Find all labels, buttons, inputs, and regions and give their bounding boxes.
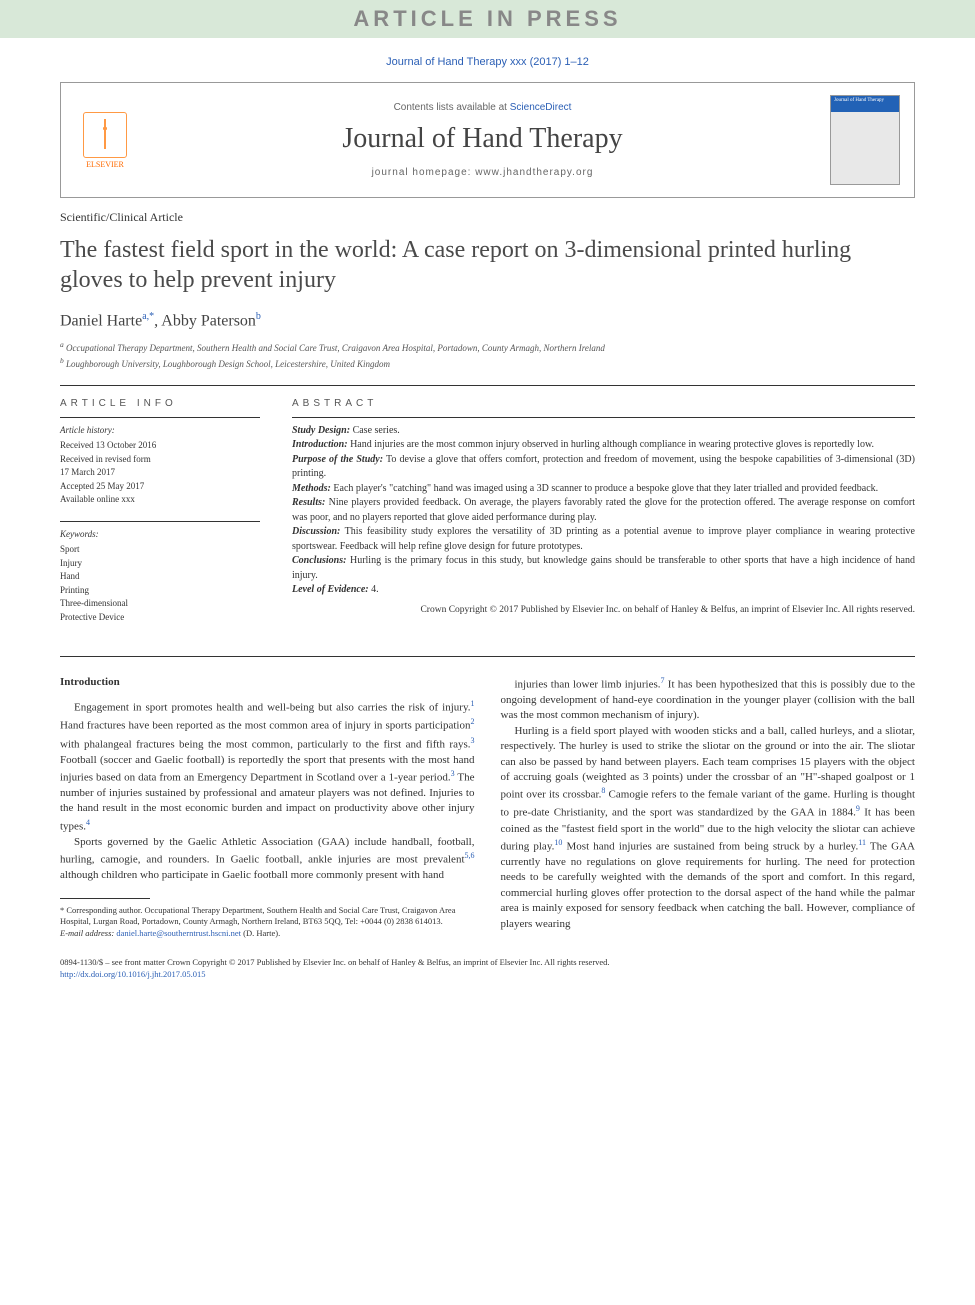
body-paragraph: Hurling is a field sport played with woo… [501, 724, 916, 932]
abstract-section-label: Discussion: [292, 526, 340, 537]
sciencedirect-link[interactable]: ScienceDirect [510, 102, 572, 113]
journal-ref-link[interactable]: Journal of Hand Therapy xxx (2017) 1–12 [386, 56, 589, 68]
affiliations: a Occupational Therapy Department, South… [60, 340, 915, 370]
keywords-label: Keywords: [60, 528, 260, 542]
citation-ref[interactable]: 10 [554, 838, 562, 847]
introduction-heading: Introduction [60, 675, 475, 690]
in-press-banner: ARTICLE IN PRESS [0, 0, 975, 38]
affiliation-line: b Loughborough University, Loughborough … [60, 356, 915, 371]
email-suffix: (D. Harte). [241, 928, 280, 938]
elsevier-label: ELSEVIER [86, 160, 124, 169]
journal-header-box: ELSEVIER Contents lists available at Sci… [60, 82, 915, 198]
homepage-line: journal homepage: www.jhandtherapy.org [149, 167, 816, 178]
abstract-section-text: Hurling is the primary focus in this stu… [292, 555, 915, 581]
abstract-column: ABSTRACT Study Design: Case series.Intro… [292, 398, 915, 639]
article-title: The fastest field sport in the world: A … [60, 235, 915, 295]
history-line: Available online xxx [60, 493, 260, 507]
abstract-section-text: Hand injuries are the most common injury… [348, 439, 874, 450]
cover-title: Journal of Hand Therapy [834, 98, 884, 104]
keyword-item: Injury [60, 557, 260, 571]
contents-available-line: Contents lists available at ScienceDirec… [149, 102, 816, 113]
citation-ref[interactable]: 7 [661, 676, 665, 685]
abstract-section-text: Each player's "catching" hand was imaged… [331, 483, 878, 494]
email-label: E-mail address: [60, 928, 114, 938]
abstract-heading: ABSTRACT [292, 398, 915, 409]
body-paragraph: injuries than lower limb injuries.7 It h… [501, 675, 916, 724]
keyword-item: Three-dimensional [60, 597, 260, 611]
citation-ref[interactable]: 4 [86, 818, 90, 827]
abstract-section-text: Case series. [350, 425, 400, 436]
keyword-item: Printing [60, 584, 260, 598]
abstract-section-text: Nine players provided feedback. On avera… [292, 497, 915, 523]
contents-prefix: Contents lists available at [394, 102, 510, 113]
history-line: Received in revised form [60, 453, 260, 467]
history-line: Received 13 October 2016 [60, 439, 260, 453]
body-columns: Introduction Engagement in sport promote… [60, 675, 915, 939]
citation-ref[interactable]: 3 [451, 769, 455, 778]
citation-ref[interactable]: 8 [601, 786, 605, 795]
abstract-section-label: Methods: [292, 483, 331, 494]
citation-ref[interactable]: 2 [471, 717, 475, 726]
keyword-item: Hand [60, 570, 260, 584]
body-paragraph: Engagement in sport promotes health and … [60, 698, 475, 834]
abstract-copyright: Crown Copyright © 2017 Published by Else… [292, 604, 915, 617]
journal-cover-thumbnail: Journal of Hand Therapy [830, 95, 900, 185]
homepage-url[interactable]: www.jhandtherapy.org [475, 167, 593, 178]
abstract-section-text: This feasibility study explores the vers… [292, 526, 915, 552]
header-center: Contents lists available at ScienceDirec… [149, 102, 816, 178]
affiliation-line: a Occupational Therapy Department, South… [60, 340, 915, 355]
abstract-section-label: Study Design: [292, 425, 350, 436]
keyword-item: Protective Device [60, 611, 260, 625]
author-name: Daniel Harte [60, 312, 142, 329]
divider [60, 385, 915, 386]
keyword-item: Sport [60, 543, 260, 557]
author-affil-sup: b [256, 311, 261, 322]
body-paragraph: Sports governed by the Gaelic Athletic A… [60, 835, 475, 884]
abstract-section-label: Purpose of the Study: [292, 454, 383, 465]
abstract-section-label: Conclusions: [292, 555, 346, 566]
footer-metadata: 0894-1130/$ – see front matter Crown Cop… [60, 957, 915, 981]
divider [60, 656, 915, 657]
abstract-section-label: Results: [292, 497, 325, 508]
history-label: Article history: [60, 424, 260, 438]
article-info-column: ARTICLE INFO Article history: Received 1… [60, 398, 260, 639]
article-history-block: Article history: Received 13 October 201… [60, 417, 260, 507]
history-line: 17 March 2017 [60, 466, 260, 480]
citation-ref[interactable]: 11 [858, 838, 866, 847]
keywords-block: Keywords: SportInjuryHandPrintingThree-d… [60, 521, 260, 625]
elsevier-logo: ELSEVIER [75, 105, 135, 175]
citation-ref[interactable]: 5,6 [465, 851, 475, 860]
footnotes: * Corresponding author. Occupational The… [60, 905, 475, 939]
footer-copyright: 0894-1130/$ – see front matter Crown Cop… [60, 957, 915, 969]
doi-link[interactable]: http://dx.doi.org/10.1016/j.jht.2017.05.… [60, 969, 206, 979]
journal-reference: Journal of Hand Therapy xxx (2017) 1–12 [0, 56, 975, 68]
author-name: Abby Paterson [161, 312, 256, 329]
journal-title: Journal of Hand Therapy [149, 123, 816, 155]
abstract-body: Study Design: Case series.Introduction: … [292, 417, 915, 598]
history-line: Accepted 25 May 2017 [60, 480, 260, 494]
homepage-prefix: journal homepage: [372, 167, 476, 178]
abstract-section-text: 4. [369, 584, 379, 595]
abstract-section-label: Level of Evidence: [292, 584, 369, 595]
abstract-section-label: Introduction: [292, 439, 348, 450]
article-info-heading: ARTICLE INFO [60, 398, 260, 409]
author-list: Daniel Hartea,*, Abby Patersonb [60, 311, 915, 330]
corresponding-author-note: * Corresponding author. Occupational The… [60, 905, 475, 928]
article-type: Scientific/Clinical Article [60, 210, 915, 225]
citation-ref[interactable]: 9 [856, 804, 860, 813]
footnote-separator [60, 898, 150, 899]
abstract-section-text: To devise a glove that offers comfort, p… [292, 454, 915, 480]
corresponding-star: * [149, 311, 154, 322]
author-email-link[interactable]: daniel.harte@southerntrust.hscni.net [116, 928, 241, 938]
citation-ref[interactable]: 1 [471, 699, 475, 708]
citation-ref[interactable]: 3 [471, 736, 475, 745]
elsevier-tree-icon [83, 112, 127, 158]
